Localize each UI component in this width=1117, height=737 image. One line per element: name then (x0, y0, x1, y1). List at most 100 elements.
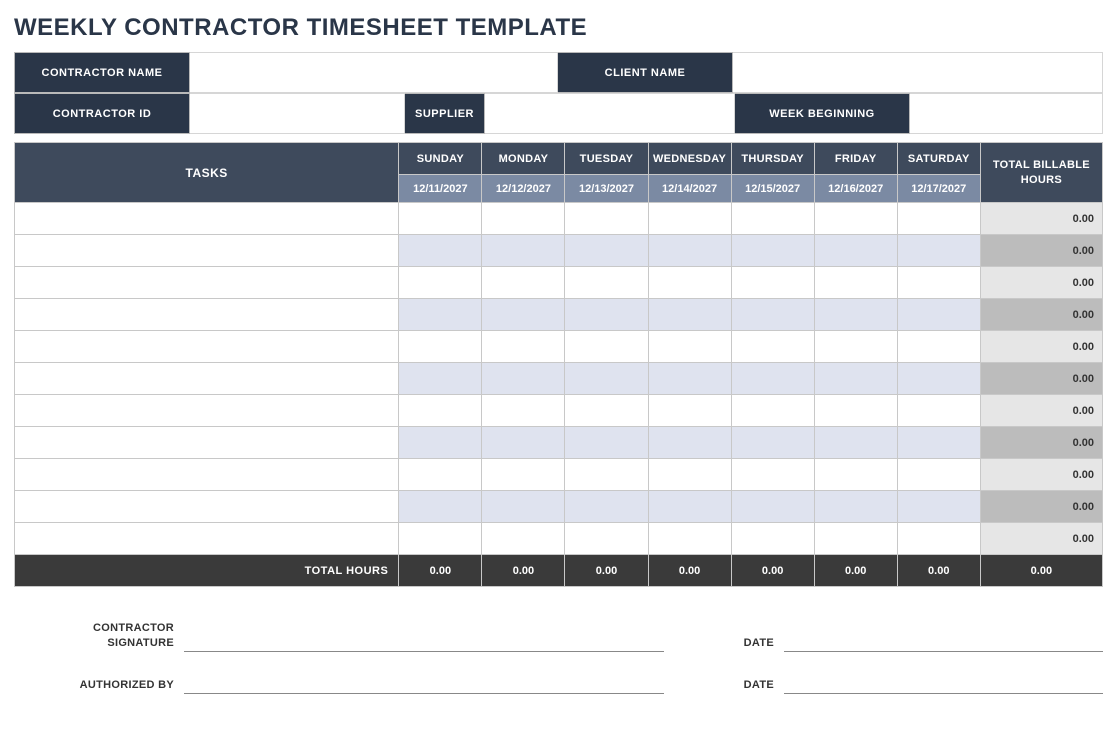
hours-cell[interactable] (897, 395, 980, 427)
hours-cell[interactable] (897, 299, 980, 331)
hours-cell[interactable] (565, 363, 648, 395)
hours-cell[interactable] (731, 299, 814, 331)
task-cell[interactable] (15, 267, 399, 299)
hours-cell[interactable] (648, 395, 731, 427)
week-beginning-input[interactable] (910, 94, 1103, 134)
hours-cell[interactable] (482, 267, 565, 299)
task-cell[interactable] (15, 491, 399, 523)
hours-cell[interactable] (897, 523, 980, 555)
hours-cell[interactable] (731, 523, 814, 555)
hours-cell[interactable] (814, 427, 897, 459)
signature-date-line[interactable] (784, 609, 1103, 651)
hours-cell[interactable] (482, 331, 565, 363)
hours-cell[interactable] (565, 235, 648, 267)
authorized-date-line[interactable] (784, 651, 1103, 693)
hours-cell[interactable] (399, 267, 482, 299)
hours-cell[interactable] (482, 427, 565, 459)
hours-cell[interactable] (897, 267, 980, 299)
task-cell[interactable] (15, 459, 399, 491)
hours-cell[interactable] (897, 331, 980, 363)
hours-cell[interactable] (731, 235, 814, 267)
task-cell[interactable] (15, 331, 399, 363)
hours-cell[interactable] (399, 235, 482, 267)
hours-cell[interactable] (399, 395, 482, 427)
supplier-input[interactable] (485, 94, 735, 134)
task-cell[interactable] (15, 427, 399, 459)
hours-cell[interactable] (648, 427, 731, 459)
authorized-by-line[interactable] (184, 651, 664, 693)
hours-cell[interactable] (399, 523, 482, 555)
hours-cell[interactable] (482, 491, 565, 523)
hours-cell[interactable] (814, 299, 897, 331)
task-cell[interactable] (15, 395, 399, 427)
hours-cell[interactable] (399, 491, 482, 523)
hours-cell[interactable] (648, 363, 731, 395)
contractor-signature-line[interactable] (184, 609, 664, 651)
hours-cell[interactable] (648, 491, 731, 523)
hours-cell[interactable] (814, 459, 897, 491)
hours-cell[interactable] (482, 299, 565, 331)
hours-cell[interactable] (565, 427, 648, 459)
hours-cell[interactable] (814, 331, 897, 363)
hours-cell[interactable] (565, 523, 648, 555)
day-header-fri: FRIDAY (814, 143, 897, 175)
hours-cell[interactable] (814, 203, 897, 235)
hours-cell[interactable] (565, 395, 648, 427)
hours-cell[interactable] (399, 299, 482, 331)
hours-cell[interactable] (897, 459, 980, 491)
hours-cell[interactable] (648, 203, 731, 235)
hours-cell[interactable] (731, 267, 814, 299)
hours-cell[interactable] (897, 235, 980, 267)
hours-cell[interactable] (565, 203, 648, 235)
hours-cell[interactable] (731, 395, 814, 427)
hours-cell[interactable] (814, 491, 897, 523)
hours-cell[interactable] (399, 459, 482, 491)
task-cell[interactable] (15, 363, 399, 395)
hours-cell[interactable] (482, 235, 565, 267)
hours-cell[interactable] (482, 203, 565, 235)
hours-cell[interactable] (731, 491, 814, 523)
hours-cell[interactable] (399, 427, 482, 459)
hours-cell[interactable] (731, 203, 814, 235)
hours-cell[interactable] (565, 331, 648, 363)
hours-cell[interactable] (565, 299, 648, 331)
hours-cell[interactable] (897, 427, 980, 459)
hours-cell[interactable] (399, 363, 482, 395)
hours-cell[interactable] (565, 459, 648, 491)
hours-cell[interactable] (731, 331, 814, 363)
hours-cell[interactable] (814, 235, 897, 267)
hours-cell[interactable] (648, 235, 731, 267)
row-total-cell: 0.00 (980, 523, 1102, 555)
contractor-id-input[interactable] (190, 94, 405, 134)
hours-cell[interactable] (731, 459, 814, 491)
hours-cell[interactable] (482, 395, 565, 427)
hours-cell[interactable] (482, 363, 565, 395)
hours-cell[interactable] (814, 523, 897, 555)
hours-cell[interactable] (814, 395, 897, 427)
task-cell[interactable] (15, 523, 399, 555)
hours-cell[interactable] (565, 267, 648, 299)
hours-cell[interactable] (731, 427, 814, 459)
hours-cell[interactable] (648, 331, 731, 363)
task-cell[interactable] (15, 203, 399, 235)
hours-cell[interactable] (648, 459, 731, 491)
task-cell[interactable] (15, 299, 399, 331)
contractor-name-input[interactable] (190, 53, 558, 93)
hours-cell[interactable] (482, 459, 565, 491)
task-cell[interactable] (15, 235, 399, 267)
hours-cell[interactable] (399, 331, 482, 363)
hours-cell[interactable] (648, 523, 731, 555)
hours-cell[interactable] (648, 299, 731, 331)
hours-cell[interactable] (897, 491, 980, 523)
hours-cell[interactable] (814, 267, 897, 299)
client-name-input[interactable] (733, 53, 1103, 93)
hours-cell[interactable] (399, 203, 482, 235)
hours-cell[interactable] (731, 363, 814, 395)
hours-cell[interactable] (897, 203, 980, 235)
hours-cell[interactable] (814, 363, 897, 395)
hours-cell[interactable] (648, 267, 731, 299)
hours-cell[interactable] (565, 491, 648, 523)
date-header: 12/16/2027 (814, 175, 897, 203)
hours-cell[interactable] (897, 363, 980, 395)
hours-cell[interactable] (482, 523, 565, 555)
